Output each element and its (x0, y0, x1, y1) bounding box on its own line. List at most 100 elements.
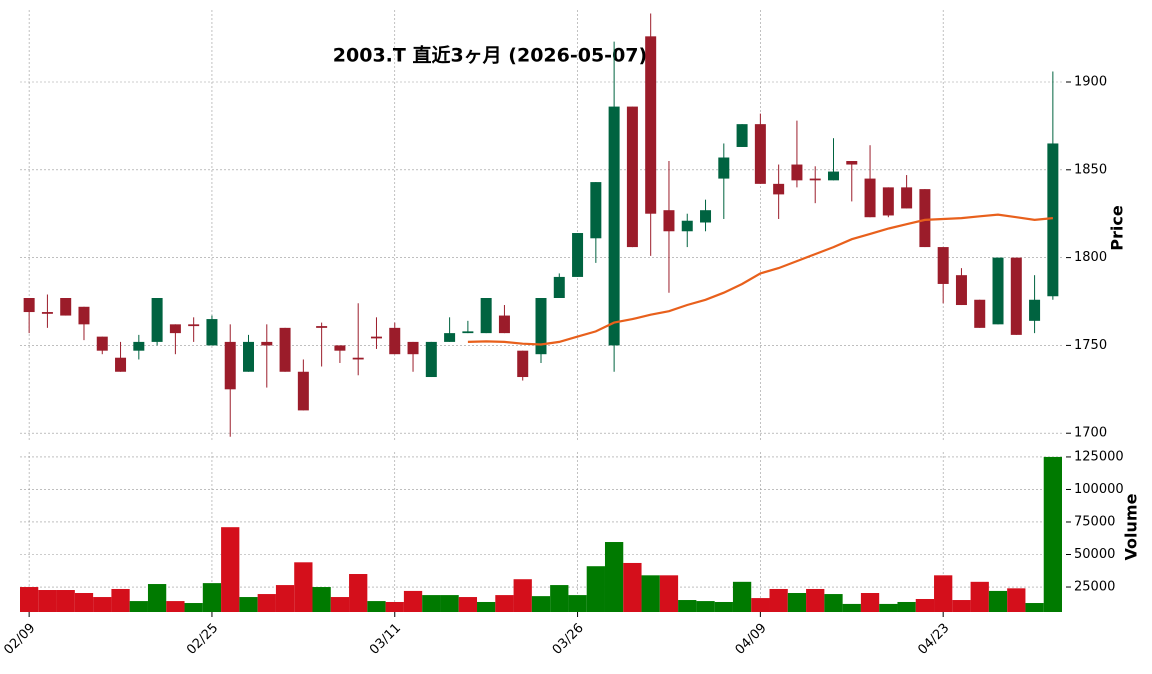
candle-body (206, 319, 218, 346)
volume-bar (970, 581, 989, 612)
volume-bar (330, 597, 350, 612)
y-axis-label: Price (1108, 205, 1127, 251)
candle-body (224, 341, 236, 390)
candle-body (718, 157, 730, 179)
volume-bar (294, 562, 313, 612)
volume-bar (93, 597, 112, 612)
candle-body (316, 326, 328, 328)
candle-body (261, 341, 273, 346)
volume-bar (367, 601, 386, 612)
candle-body (480, 298, 492, 334)
candle-body (882, 187, 894, 216)
candle-body (334, 345, 346, 351)
volume-tick-label: 125000 (1074, 449, 1124, 464)
candle-body (96, 336, 108, 351)
candle-body (1047, 143, 1059, 297)
candle-body (352, 357, 364, 360)
x-tick-label: 04/09 (733, 621, 770, 658)
candle-body (115, 357, 127, 372)
candle-body (827, 171, 839, 181)
volume-bar (550, 585, 569, 612)
candle-body (919, 189, 931, 248)
x-tick-label: 03/11 (367, 621, 404, 658)
candle-body (389, 327, 401, 355)
volume-bar (111, 588, 130, 612)
candle-body (78, 306, 90, 325)
candle-body (243, 341, 255, 372)
candle-body (462, 331, 474, 334)
volume-axis-label: Volume (1122, 493, 1141, 560)
volume-bar (129, 601, 148, 612)
volume-bar (349, 574, 368, 612)
volume-bar (696, 601, 715, 612)
candle-body (974, 299, 986, 328)
candle-body (1029, 299, 1041, 321)
candle-body (864, 178, 876, 218)
candle-body (645, 36, 657, 214)
volume-bar (1043, 456, 1062, 612)
volume-bar (641, 575, 660, 612)
candle-body (23, 298, 35, 313)
x-tick-label: 02/09 (1, 621, 38, 658)
volume-bar (897, 601, 916, 612)
volume-bar (312, 587, 331, 612)
candle-body (60, 298, 72, 316)
volume-bar (422, 595, 441, 612)
candle-body (608, 106, 620, 346)
volume-bar (513, 579, 532, 612)
volume-bar (74, 593, 94, 612)
volume-bar (38, 590, 57, 612)
candle-body (133, 341, 145, 351)
candle-body (937, 247, 949, 284)
candle-body (663, 210, 675, 232)
volume-bar (275, 585, 295, 612)
volume-bar (915, 598, 935, 612)
volume-bar (1007, 588, 1026, 612)
volume-bar (477, 601, 496, 612)
volume-bar (56, 590, 75, 612)
volume-tick-label: 75000 (1074, 514, 1115, 529)
candle-body (590, 182, 602, 239)
y-tick-label: 1700 (1074, 426, 1107, 441)
x-tick-label: 04/23 (915, 621, 952, 658)
candle-body (41, 312, 53, 314)
volume-bar (824, 594, 843, 612)
volume-bar (257, 594, 276, 612)
x-tick-label: 02/25 (184, 621, 221, 658)
y-tick-label: 1900 (1074, 75, 1107, 90)
volume-bar (586, 566, 605, 612)
candle-body (754, 124, 766, 184)
candle-body (553, 276, 565, 298)
volume-bar (239, 597, 258, 612)
volume-bar (934, 575, 953, 612)
candle-body (736, 124, 748, 147)
volume-bar (531, 596, 551, 612)
volume-bar (147, 584, 167, 612)
volume-bar (714, 601, 733, 612)
candle-body (681, 220, 693, 232)
candle-body (992, 257, 1004, 325)
volume-bar (495, 595, 514, 612)
volume-bar (568, 595, 587, 612)
volume-tick-label: 25000 (1074, 580, 1115, 595)
volume-bar (860, 593, 880, 612)
volume-bar (952, 600, 971, 612)
volume-bar (221, 527, 240, 612)
volume-bar (20, 587, 39, 612)
volume-bar (751, 598, 770, 612)
volume-tick-label: 50000 (1074, 547, 1115, 562)
volume-bar (988, 590, 1008, 612)
volume-bar (1025, 603, 1044, 612)
candle-body (169, 324, 181, 334)
volume-bar (842, 603, 861, 612)
candle-body (297, 371, 309, 411)
candle-body (773, 183, 785, 195)
volume-bar (458, 597, 478, 612)
y-tick-label: 1750 (1074, 338, 1107, 353)
volume-bar (623, 562, 642, 612)
candle-body (535, 298, 547, 355)
volume-bar (604, 542, 624, 612)
x-tick-label: 03/26 (550, 621, 587, 658)
volume-tick-label: 100000 (1074, 482, 1124, 497)
